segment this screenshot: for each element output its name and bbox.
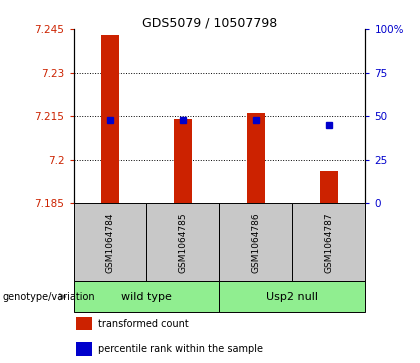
Text: percentile rank within the sample: percentile rank within the sample <box>98 344 263 354</box>
Text: wild type: wild type <box>121 292 172 302</box>
Bar <box>247 113 265 203</box>
Text: GDS5079 / 10507798: GDS5079 / 10507798 <box>142 16 278 29</box>
Text: genotype/variation: genotype/variation <box>2 292 95 302</box>
Text: transformed count: transformed count <box>98 318 189 329</box>
Bar <box>76 317 92 330</box>
Bar <box>74 203 147 281</box>
Bar <box>147 203 220 281</box>
Text: GSM1064787: GSM1064787 <box>324 212 333 273</box>
Text: Usp2 null: Usp2 null <box>266 292 318 302</box>
Bar <box>174 119 192 203</box>
Bar <box>320 171 338 203</box>
Text: GSM1064785: GSM1064785 <box>178 212 187 273</box>
Bar <box>76 342 92 356</box>
Bar <box>101 35 119 203</box>
Bar <box>220 281 365 312</box>
Bar <box>220 203 292 281</box>
Text: GSM1064784: GSM1064784 <box>105 212 115 273</box>
Bar <box>74 281 220 312</box>
Bar <box>292 203 365 281</box>
Text: GSM1064786: GSM1064786 <box>252 212 260 273</box>
